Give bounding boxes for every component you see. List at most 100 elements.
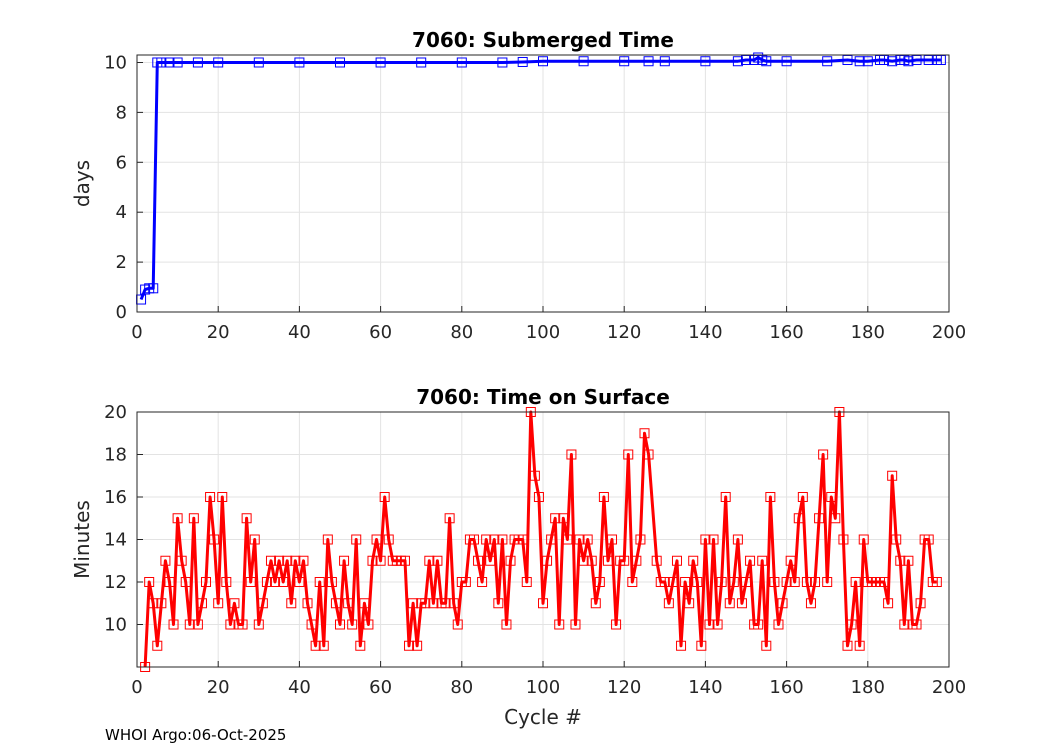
data-point xyxy=(347,619,358,630)
x-tick-label: 200 xyxy=(932,322,966,343)
data-point xyxy=(805,598,816,609)
data-point xyxy=(538,56,548,67)
data-point xyxy=(741,577,751,587)
data-point xyxy=(221,577,232,587)
y-tick-label: 0 xyxy=(116,302,127,323)
data-point xyxy=(810,577,821,587)
data-point xyxy=(355,640,366,651)
x-tick-label: 100 xyxy=(526,322,560,343)
data-point xyxy=(497,57,508,68)
data-point xyxy=(314,577,325,587)
data-point xyxy=(887,470,898,481)
y-axis-label: days xyxy=(70,160,94,207)
data-point xyxy=(253,619,264,630)
x-tick-label: 0 xyxy=(131,677,142,698)
data-point xyxy=(452,619,463,630)
data-point xyxy=(676,640,687,651)
data-point xyxy=(148,598,159,609)
data-point xyxy=(363,619,374,630)
data-point xyxy=(424,555,435,566)
data-point xyxy=(180,577,191,587)
y-tick-label: 6 xyxy=(116,152,127,173)
data-point xyxy=(826,492,837,502)
y-tick-label: 20 xyxy=(104,402,127,423)
data-point xyxy=(659,56,670,67)
data-point xyxy=(899,619,910,630)
chart-title: 7060: Time on Surface xyxy=(416,385,670,409)
data-point xyxy=(533,492,544,502)
data-point xyxy=(745,555,756,566)
data-point xyxy=(562,534,573,545)
data-point xyxy=(245,577,256,587)
data-point xyxy=(594,577,605,587)
x-tick-label: 40 xyxy=(288,322,311,343)
data-point xyxy=(249,534,260,545)
data-point xyxy=(468,534,479,545)
data-point xyxy=(375,555,386,566)
data-point xyxy=(542,555,553,566)
data-point xyxy=(879,577,890,587)
x-tick-label: 140 xyxy=(688,322,722,343)
data-point xyxy=(164,577,175,587)
data-point xyxy=(164,57,175,68)
data-point xyxy=(290,555,301,566)
data-point xyxy=(582,534,593,545)
data-point xyxy=(635,534,646,545)
data-point xyxy=(680,577,691,587)
data-point xyxy=(205,492,216,502)
data-point xyxy=(192,619,203,630)
y-tick-label: 16 xyxy=(104,487,127,508)
data-point xyxy=(156,57,167,68)
data-point xyxy=(643,449,654,460)
data-point xyxy=(688,555,699,566)
data-point xyxy=(473,555,484,566)
data-point xyxy=(261,577,272,587)
data-point xyxy=(720,492,731,502)
data-point xyxy=(708,534,719,545)
data-point xyxy=(432,555,443,566)
data-point xyxy=(887,56,898,67)
data-point xyxy=(148,283,159,294)
data-point xyxy=(286,598,297,609)
footer-stamp: WHOI Argo:06-Oct-2025 xyxy=(105,726,286,744)
data-point xyxy=(330,598,341,609)
data-point xyxy=(310,640,321,651)
data-point xyxy=(716,577,727,587)
submerged-time-chart: 0 20 40 60 80 100 120 140 160 180 200 0 2 4 6 8 10 7060:… xyxy=(70,28,966,343)
data-point xyxy=(335,57,345,68)
data-point xyxy=(485,555,496,566)
data-point xyxy=(144,577,155,587)
y-tick-label: 2 xyxy=(116,252,127,273)
data-point xyxy=(891,534,902,545)
data-point xyxy=(501,619,512,630)
data-point xyxy=(736,598,747,609)
data-point xyxy=(493,598,504,609)
data-point xyxy=(371,534,382,545)
data-point xyxy=(404,640,415,651)
y-tick-label: 18 xyxy=(104,445,127,466)
data-point xyxy=(343,598,354,609)
series-line xyxy=(143,410,937,668)
data-point xyxy=(168,619,179,630)
data-point xyxy=(253,57,264,68)
data-point xyxy=(172,57,183,68)
data-point xyxy=(607,534,618,545)
data-point xyxy=(684,598,695,609)
data-point xyxy=(883,598,894,609)
data-point xyxy=(241,513,252,524)
data-point xyxy=(196,598,207,609)
data-point xyxy=(773,619,784,630)
data-point xyxy=(213,598,224,609)
series-line xyxy=(139,56,941,301)
data-point xyxy=(611,619,622,630)
data-point xyxy=(160,555,171,566)
data-point xyxy=(757,555,768,566)
y-tick-label: 10 xyxy=(104,52,127,73)
data-point xyxy=(412,640,423,651)
x-tick-label: 60 xyxy=(369,322,392,343)
data-point xyxy=(298,555,309,566)
data-point xyxy=(294,57,305,68)
data-point xyxy=(318,640,329,651)
data-point xyxy=(282,555,293,566)
